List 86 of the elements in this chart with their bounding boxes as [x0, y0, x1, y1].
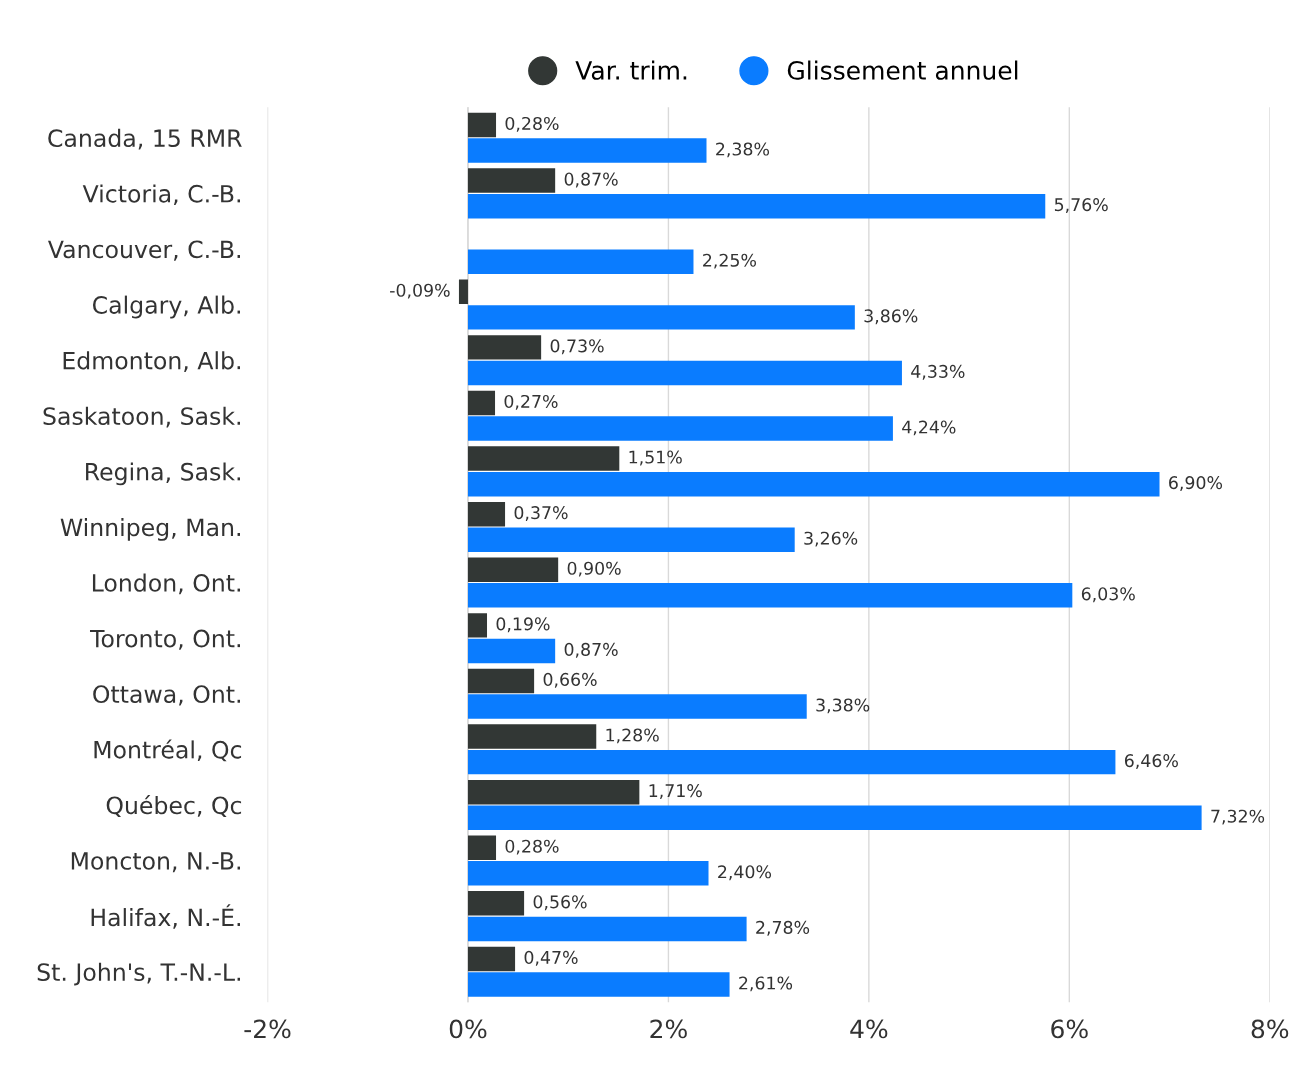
data-label: 2,61%	[739, 976, 793, 992]
data-label: 0,73%	[550, 339, 604, 355]
y-tick-label: St. John's, T.-N.-L.	[37, 962, 240, 986]
bar	[467, 694, 807, 719]
bar	[467, 946, 516, 972]
bar	[467, 249, 694, 274]
bar	[467, 835, 497, 860]
bar	[467, 446, 620, 471]
bar	[467, 557, 559, 582]
y-tick-label: Halifax, N.-É.	[91, 904, 240, 929]
y-tick-label: Québec, Qc	[106, 795, 242, 817]
y-tick-label: Regina, Sask.	[86, 462, 240, 486]
data-label: 0,66%	[543, 672, 597, 688]
data-label: 3,86%	[864, 309, 918, 325]
bar	[467, 390, 496, 416]
y-tick-label: Victoria, C.-B.	[82, 184, 240, 206]
bar	[467, 668, 535, 694]
data-label: 2,40%	[718, 865, 772, 881]
bar	[467, 168, 556, 193]
y-tick-label: Canada, 15 RMR	[48, 128, 242, 150]
bar	[467, 471, 1160, 497]
y-tick-label: Winnipeg, Man.	[60, 517, 240, 541]
bar	[458, 279, 468, 305]
bar	[467, 891, 525, 916]
data-label: 1,28%	[606, 728, 659, 744]
data-label: -0,09%	[390, 283, 450, 299]
data-label: 0,19%	[496, 617, 550, 633]
legend-label: Glissement annuel	[787, 60, 1018, 80]
legend-label: Var. trim.	[575, 60, 687, 80]
data-label: 5,76%	[1054, 198, 1108, 213]
bar	[467, 360, 902, 386]
data-label: 0,87%	[564, 642, 618, 658]
x-tick-label: 0%	[449, 1019, 487, 1039]
bar	[467, 501, 506, 527]
data-label: 2,78%	[756, 920, 810, 936]
data-label: 0,28%	[505, 839, 559, 855]
y-tick-label: Montréal, Qc	[94, 739, 242, 762]
data-label: 0,47%	[524, 950, 578, 966]
y-tick-label: Ottawa, Ont.	[93, 685, 240, 706]
bar	[467, 335, 542, 360]
data-label: 4,33%	[911, 364, 965, 380]
x-tick-label: 8%	[1251, 1019, 1289, 1039]
data-label: 0,90%	[567, 561, 621, 577]
y-tick-label: Edmonton, Alb.	[63, 351, 240, 372]
data-label: 2,25%	[703, 253, 756, 269]
data-label: 3,26%	[804, 531, 858, 547]
data-label: 0,28%	[505, 116, 559, 132]
x-tick-label: 2%	[650, 1019, 687, 1039]
bar	[467, 416, 893, 441]
bar	[467, 305, 855, 330]
y-tick-label: London, Ont.	[92, 573, 240, 595]
bar	[467, 805, 1202, 830]
bar	[467, 972, 730, 997]
bar	[467, 138, 707, 163]
bar	[467, 193, 1046, 219]
bar	[467, 638, 556, 664]
bar	[467, 749, 1116, 775]
x-tick-label: -2%	[244, 1019, 291, 1039]
bar	[467, 724, 597, 749]
y-tick-label: Saskatoon, Sask.	[43, 406, 240, 428]
data-label: 0,27%	[504, 394, 558, 410]
bar	[467, 613, 488, 638]
bar	[467, 112, 497, 138]
bar	[467, 779, 640, 805]
data-label: 0,37%	[514, 506, 568, 521]
y-tick-label: Calgary, Alb.	[92, 295, 240, 319]
data-label: 2,38%	[716, 142, 770, 158]
bar	[467, 583, 1073, 608]
data-label: 0,87%	[564, 172, 618, 188]
data-label: 1,51%	[629, 450, 682, 466]
data-label: 6,90%	[1169, 476, 1223, 491]
bar	[467, 916, 747, 942]
x-tick-label: 6%	[1051, 1019, 1088, 1039]
y-tick-label: Vancouver, C.-B.	[47, 240, 240, 261]
data-label: 6,03%	[1081, 587, 1135, 603]
data-label: 6,46%	[1124, 754, 1178, 769]
x-tick-label: 4%	[850, 1019, 888, 1039]
data-label: 0,56%	[533, 895, 587, 911]
y-tick-label: Moncton, N.-B.	[71, 852, 240, 873]
data-label: 4,24%	[902, 420, 956, 436]
data-label: 3,38%	[816, 698, 870, 714]
y-tick-label: Toronto, Ont.	[89, 629, 240, 650]
bar	[467, 527, 795, 552]
bar	[467, 861, 709, 886]
data-label: 1,71%	[649, 784, 702, 799]
data-label: 7,32%	[1211, 809, 1265, 825]
